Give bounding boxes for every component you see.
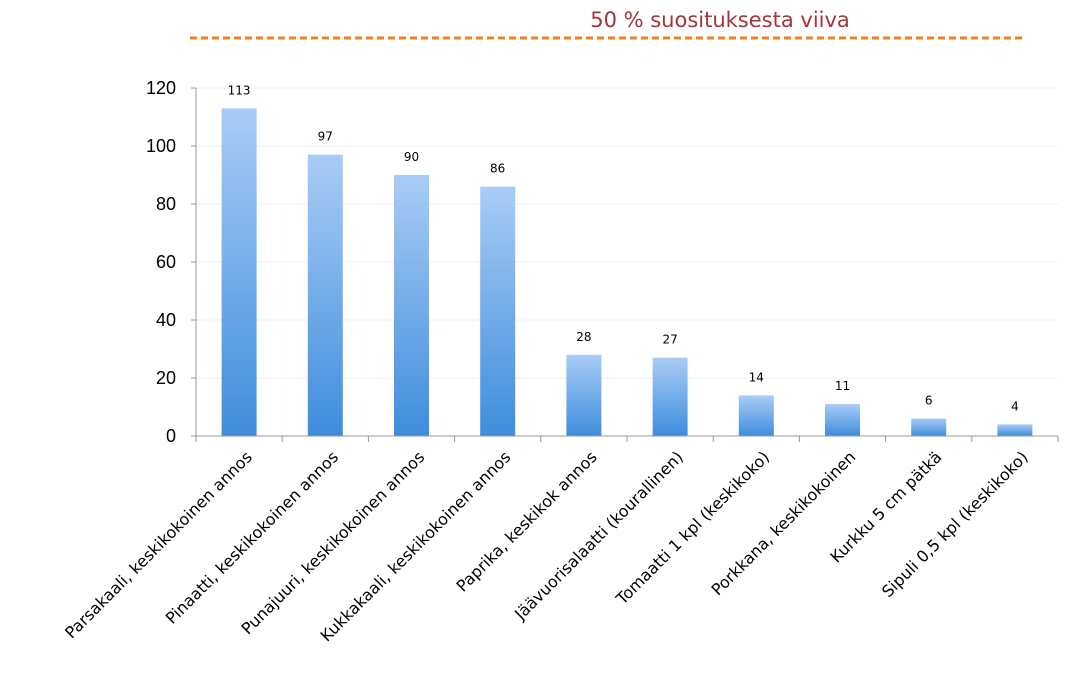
- bar-value-label: 11: [835, 379, 850, 393]
- gridlines: [196, 87, 1058, 379]
- bar-value-label: 6: [925, 394, 933, 408]
- x-category-label: Tomaatti 1 kpl (keskikoko): [612, 447, 773, 608]
- bar: [307, 154, 343, 436]
- bar: [825, 404, 860, 436]
- bar-value-label: 14: [749, 370, 764, 384]
- x-category-label: Parsakaali, keskikokoinen annos: [61, 447, 256, 642]
- bar-value-label: 113: [228, 83, 251, 97]
- bar-value-label: 27: [662, 333, 677, 347]
- bar: [652, 357, 688, 436]
- x-category-label: Paprika, keskikok annos: [453, 447, 601, 595]
- data-labels: 113 97 90 86 28 27 14 11 6 4: [228, 83, 1019, 413]
- axes: [191, 87, 1059, 442]
- y-tick-label: 20: [156, 368, 176, 388]
- bar: [221, 108, 257, 437]
- bar-value-label: 28: [576, 330, 591, 344]
- bars: [221, 108, 1033, 437]
- y-tick-label: 0: [166, 426, 176, 446]
- bar-value-label: 90: [404, 150, 419, 164]
- bar: [738, 395, 774, 436]
- x-category-label: Pinaatti, keskikokoinen annos: [162, 447, 342, 627]
- y-tick-label: 60: [156, 252, 176, 272]
- legend: 50 % suosituksesta viiva: [190, 8, 1022, 40]
- y-tick-label: 80: [156, 194, 176, 214]
- x-category-label: Jäävuorisalaatti (kourallinen): [510, 447, 687, 624]
- bar: [566, 354, 602, 436]
- bar: [480, 186, 516, 436]
- x-category-label: Kukkakaali, keskikokoinen annos: [317, 447, 515, 645]
- x-category-label: Porkkana, keskikokoinen: [707, 447, 859, 599]
- y-tick-label: 100: [146, 136, 176, 156]
- y-tick-label: 40: [156, 310, 176, 330]
- bar-value-label: 4: [1011, 399, 1019, 413]
- bar: [394, 175, 429, 436]
- legend-label: 50 % suosituksesta viiva: [590, 8, 850, 32]
- y-axis-tick-labels: 0 20 40 60 80 100 120: [146, 78, 176, 446]
- bar-value-label: 97: [318, 130, 333, 144]
- bar-value-label: 86: [490, 162, 505, 176]
- bar: [911, 418, 947, 436]
- bar: [997, 424, 1033, 436]
- x-axis-category-labels: Parsakaali, keskikokoinen annosPinaatti,…: [61, 447, 1032, 645]
- x-category-label: Punajuuri, keskikokoinen annos: [238, 447, 429, 638]
- x-category-label: Sipuli 0,5 kpl (keskikoko): [878, 447, 1032, 601]
- y-tick-label: 120: [146, 78, 176, 98]
